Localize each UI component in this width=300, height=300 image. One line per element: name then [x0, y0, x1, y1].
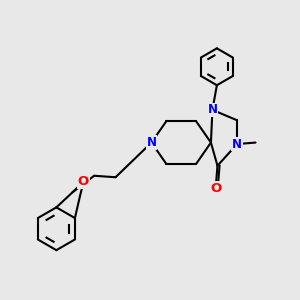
Text: N: N — [232, 138, 242, 151]
Text: N: N — [146, 136, 157, 149]
Text: O: O — [78, 175, 89, 188]
Text: N: N — [207, 103, 218, 116]
Text: O: O — [210, 182, 222, 195]
